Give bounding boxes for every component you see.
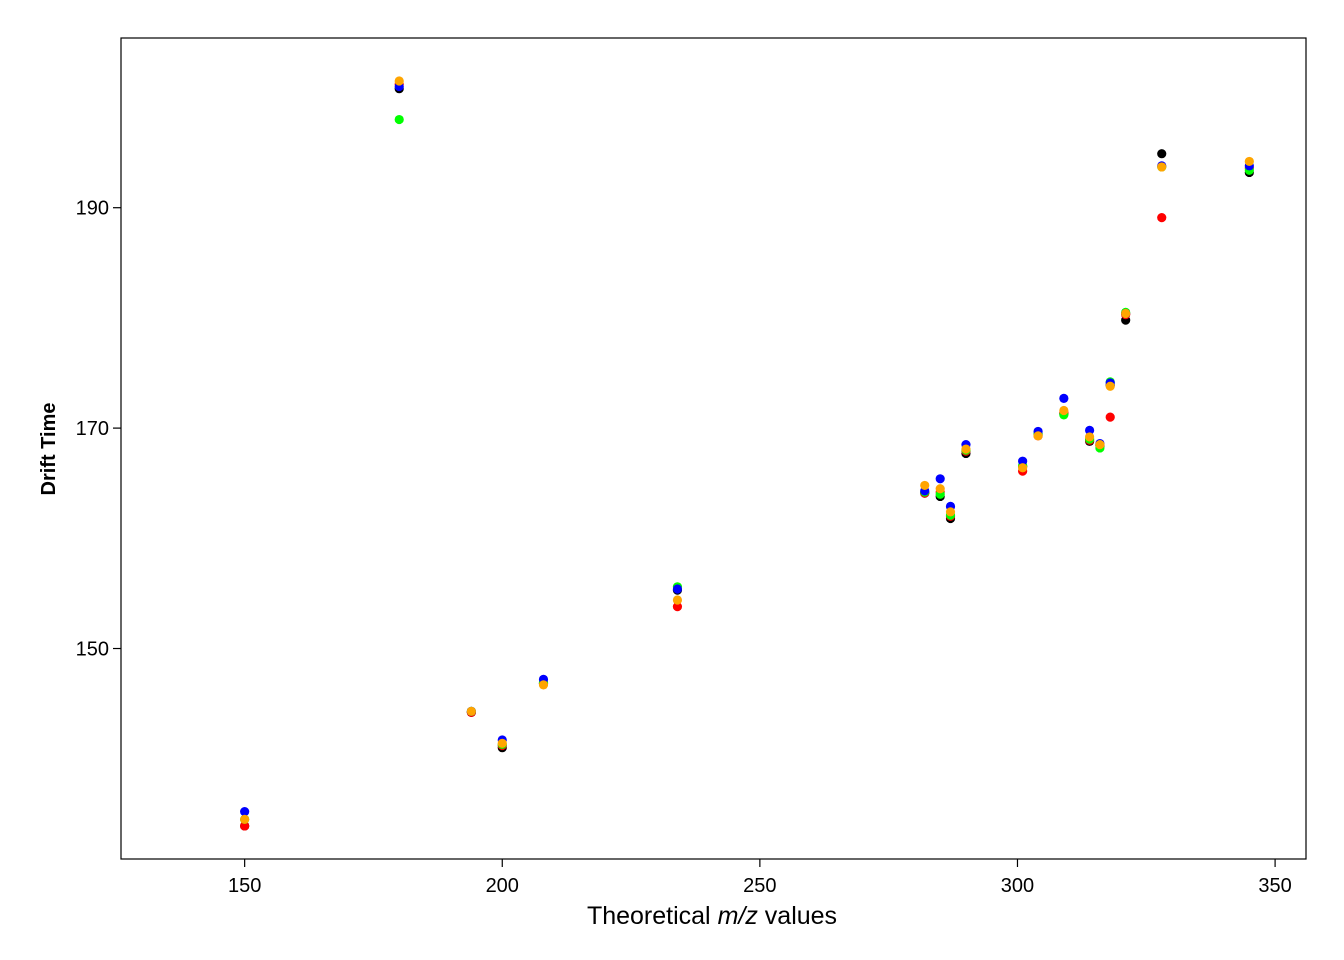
data-point-series-1 — [1157, 149, 1167, 159]
x-tick-label: 250 — [743, 875, 776, 897]
data-point-series-5 — [935, 484, 945, 494]
data-point-series-5 — [1121, 308, 1131, 319]
x-tick-label: 150 — [228, 875, 261, 897]
data-point-series-5 — [961, 444, 971, 454]
data-point-series-5 — [1018, 463, 1028, 473]
data-point-series-5 — [1244, 156, 1254, 167]
data-point-series-5 — [1095, 440, 1105, 450]
y-axis-label: Drift Time — [38, 403, 60, 496]
y-axis: 150 170 190 — [76, 198, 121, 661]
x-tick-label: 300 — [1001, 875, 1034, 897]
data-point-series-2 — [240, 821, 250, 831]
data-point-series-2 — [672, 602, 683, 612]
data-point-series-5 — [394, 76, 404, 86]
y-tick-label: 190 — [76, 198, 109, 220]
data-point-series-5 — [1157, 162, 1167, 172]
data-point-series-5 — [945, 507, 956, 517]
x-axis-label: Theoretical m/z values — [587, 902, 837, 930]
data-points — [240, 76, 1254, 831]
data-point-series-4 — [240, 807, 250, 817]
data-point-series-4 — [935, 474, 945, 484]
y-tick-label: 150 — [76, 639, 109, 661]
data-point-series-5 — [1085, 432, 1095, 442]
data-point-series-5 — [466, 706, 476, 716]
data-point-series-2 — [1105, 412, 1115, 422]
x-axis-label-suffix: values — [758, 902, 837, 930]
x-axis-label-prefix: Theoretical — [587, 902, 718, 930]
x-axis: 150 200 250 300 350 — [228, 859, 1292, 897]
data-point-series-4 — [1018, 456, 1028, 466]
data-point-series-5 — [672, 595, 683, 605]
data-point-series-5 — [1059, 405, 1069, 416]
x-axis-label-italic: m/z — [718, 902, 759, 930]
data-point-series-4 — [1059, 393, 1069, 403]
data-point-series-5 — [1033, 431, 1043, 441]
data-point-series-4 — [1085, 425, 1095, 435]
x-tick-label: 350 — [1258, 875, 1291, 897]
data-point-series-5 — [1105, 381, 1115, 391]
data-point-series-5 — [920, 480, 930, 491]
x-tick-label: 200 — [486, 875, 519, 897]
y-tick-label: 170 — [76, 418, 109, 440]
data-point-series-4 — [672, 584, 683, 594]
data-point-series-5 — [497, 738, 507, 748]
data-point-series-5 — [240, 814, 250, 824]
data-point-series-3 — [394, 114, 404, 125]
data-point-series-5 — [538, 680, 549, 690]
plot-panel — [120, 37, 1307, 860]
data-point-series-2 — [1157, 213, 1167, 223]
